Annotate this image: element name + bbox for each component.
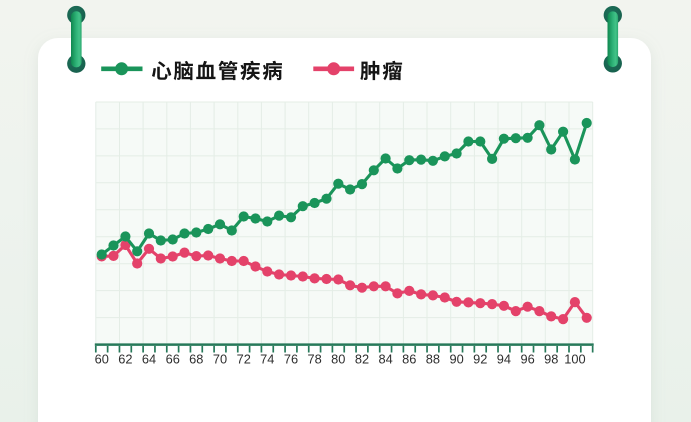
svg-text:72: 72 <box>237 352 251 367</box>
svg-text:66: 66 <box>166 352 180 367</box>
svg-text:94: 94 <box>497 352 511 367</box>
svg-text:80: 80 <box>331 352 345 367</box>
svg-text:88: 88 <box>426 352 440 367</box>
svg-text:98: 98 <box>544 352 558 367</box>
svg-text:86: 86 <box>402 352 416 367</box>
svg-text:82: 82 <box>355 352 369 367</box>
svg-text:96: 96 <box>520 352 534 367</box>
svg-text:100: 100 <box>564 352 585 367</box>
svg-text:70: 70 <box>213 352 227 367</box>
svg-text:90: 90 <box>449 352 463 367</box>
svg-text:64: 64 <box>142 352 156 367</box>
svg-text:62: 62 <box>118 352 132 367</box>
svg-text:74: 74 <box>260 352 274 367</box>
svg-text:84: 84 <box>378 352 392 367</box>
svg-text:92: 92 <box>473 352 487 367</box>
svg-text:76: 76 <box>284 352 298 367</box>
svg-text:68: 68 <box>189 352 203 367</box>
svg-text:60: 60 <box>95 352 109 367</box>
svg-text:78: 78 <box>307 352 321 367</box>
